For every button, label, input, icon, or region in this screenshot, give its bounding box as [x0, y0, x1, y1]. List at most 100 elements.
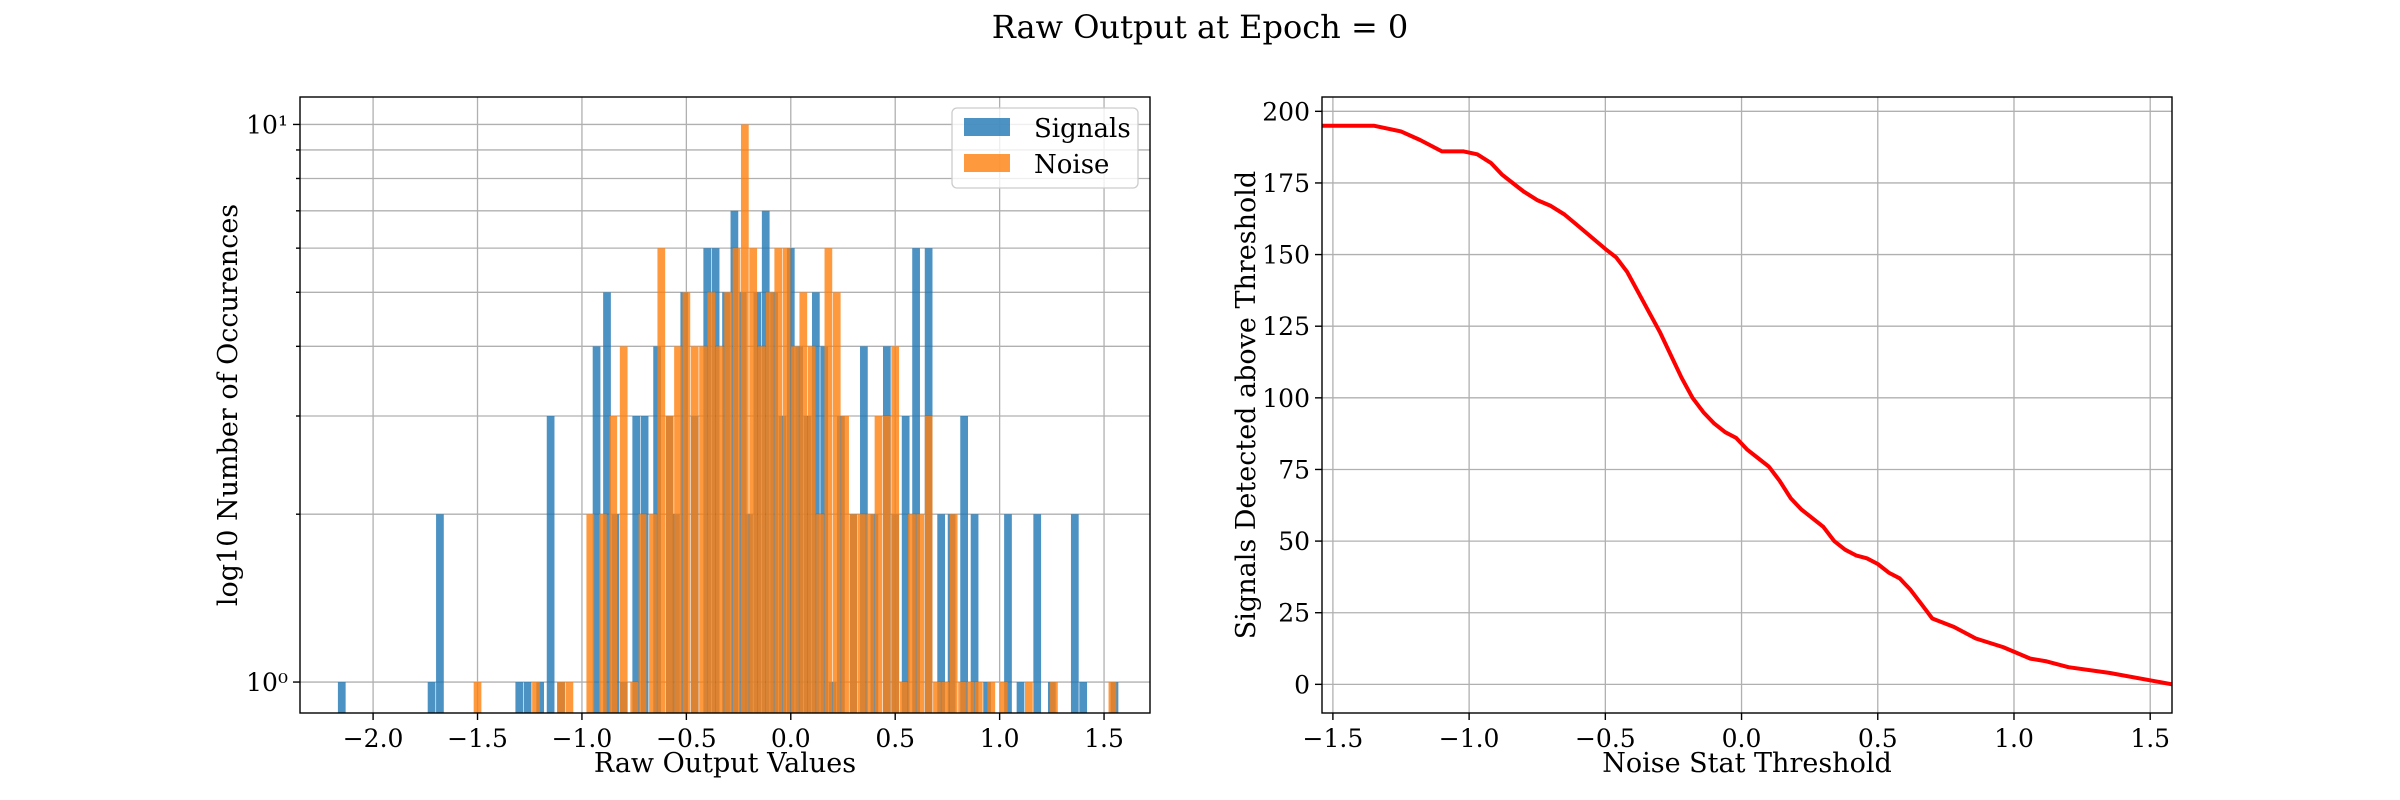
signals-bar — [870, 514, 879, 713]
signals-detected-line — [1322, 123, 2173, 687]
line-y-tick-label: 75 — [1278, 455, 1310, 484]
noise-bar — [1025, 682, 1033, 713]
histogram-y-axis-label: log10 Number of Occurences — [213, 204, 244, 606]
noise-bars — [473, 124, 1117, 713]
noise-bar — [657, 248, 666, 713]
signals-bar — [912, 248, 920, 713]
legend-swatch-signals — [964, 118, 1010, 136]
noise-bar — [841, 416, 849, 713]
signals-bar — [761, 210, 770, 713]
signals-bar — [1016, 682, 1025, 713]
signals-bar — [753, 292, 762, 713]
line-x-tick-label: 1.5 — [2130, 724, 2170, 753]
line-x-tick-label: −0.5 — [1575, 724, 1636, 753]
noise-bar — [1050, 682, 1058, 713]
noise-bar — [774, 248, 783, 713]
noise-bar — [690, 346, 699, 713]
line-x-tick-label: −1.5 — [1303, 724, 1364, 753]
noise-bar — [874, 416, 883, 713]
line-frame — [1321, 96, 2173, 714]
noise-bar — [740, 124, 749, 713]
histogram-x-tick-label: 0.5 — [875, 724, 915, 753]
signals-bar — [1004, 514, 1012, 713]
noise-bar — [891, 346, 900, 713]
signals-bar — [523, 682, 532, 713]
histogram-y-tick-label: 10¹ — [246, 110, 288, 139]
signals-bar — [837, 416, 845, 713]
line-y-tick-label: 0 — [1294, 670, 1310, 699]
noise-bar — [816, 514, 824, 713]
signals-bar — [786, 248, 795, 713]
line-x-tick-label: 0.0 — [1722, 724, 1762, 753]
noise-bar — [724, 292, 732, 713]
line-x-tick-label: 0.5 — [1858, 724, 1898, 753]
line-y-tick-label: 100 — [1262, 384, 1310, 413]
noise-bar — [665, 416, 674, 713]
noise-bar — [857, 514, 866, 713]
noise-bar — [966, 682, 975, 713]
noise-bar — [882, 416, 891, 713]
noise-bar — [699, 346, 707, 713]
noise-bar — [807, 346, 816, 713]
figure-title: Raw Output at Epoch = 0 — [992, 8, 1409, 46]
noise-bar — [832, 292, 841, 713]
noise-bar — [473, 682, 482, 713]
signals-bar — [937, 514, 946, 713]
signals-bar — [1033, 514, 1042, 713]
signals-bar — [703, 248, 712, 713]
histogram-x-tick-label: −1.0 — [552, 724, 613, 753]
noise-bar — [782, 248, 791, 713]
line-x-axis-label: Noise Stat Threshold — [1602, 748, 1892, 779]
noise-bar — [924, 416, 933, 713]
line-y-tick-label: 125 — [1262, 312, 1310, 341]
signals-bar — [960, 416, 968, 713]
noise-bar — [674, 346, 682, 713]
signals-bar — [1079, 682, 1088, 713]
line-x-tick-labels: −1.5 −1.0 −0.5 0.0 0.5 1.0 1.5 — [1303, 724, 2171, 753]
signals-bar — [653, 346, 661, 713]
histogram-y-tick-label: 10⁰ — [246, 668, 288, 697]
signals-bar — [795, 346, 804, 713]
line-y-tick-label: 175 — [1262, 169, 1310, 198]
noise-bar — [609, 416, 618, 713]
noise-bar — [949, 514, 958, 713]
histogram-x-tick-label: 1.5 — [1084, 724, 1124, 753]
noise-bar — [908, 514, 916, 713]
noise-bar — [586, 514, 595, 713]
noise-bar — [630, 682, 639, 713]
line-x-tick-label: 1.0 — [1994, 724, 2034, 753]
signals-bar — [803, 416, 812, 713]
histogram-x-tick-label: −0.5 — [656, 724, 717, 753]
noise-bar — [799, 292, 808, 713]
legend-label-signals: Signals — [1034, 114, 1131, 144]
noise-bar — [958, 682, 966, 713]
signals-bar — [745, 514, 753, 713]
noise-bar — [619, 346, 628, 713]
signals-bar — [970, 514, 979, 713]
legend-label-noise: Noise — [1034, 150, 1109, 180]
noise-bar — [866, 514, 875, 713]
signals-bar — [632, 416, 641, 713]
noise-bar — [791, 346, 799, 713]
signals-bar — [592, 346, 601, 713]
histogram-x-tick-label: 0.0 — [771, 724, 811, 753]
noise-bar — [732, 248, 741, 713]
histogram-x-tick-label: −2.0 — [343, 724, 404, 753]
noise-bar — [557, 682, 565, 713]
line-x-tick-label: −1.0 — [1439, 724, 1500, 753]
histogram-x-axis-label: Raw Output Values — [594, 748, 856, 779]
noise-bar — [999, 682, 1008, 713]
noise-bar — [649, 514, 657, 713]
line-y-axis-label: Signals Detected above Threshold — [1231, 171, 1262, 639]
noise-bar — [638, 514, 647, 713]
line-ticks — [1315, 110, 2151, 720]
signals-bar — [536, 682, 545, 713]
line-y-tick-label: 25 — [1278, 599, 1310, 628]
signals-bar — [901, 416, 910, 713]
signals-bar — [546, 416, 555, 713]
histogram-x-tick-labels: −2.0 −1.5 −1.0 −0.5 0.0 0.5 1.0 1.5 — [343, 724, 1124, 753]
signals-bar — [427, 682, 436, 713]
noise-bar — [532, 682, 540, 713]
